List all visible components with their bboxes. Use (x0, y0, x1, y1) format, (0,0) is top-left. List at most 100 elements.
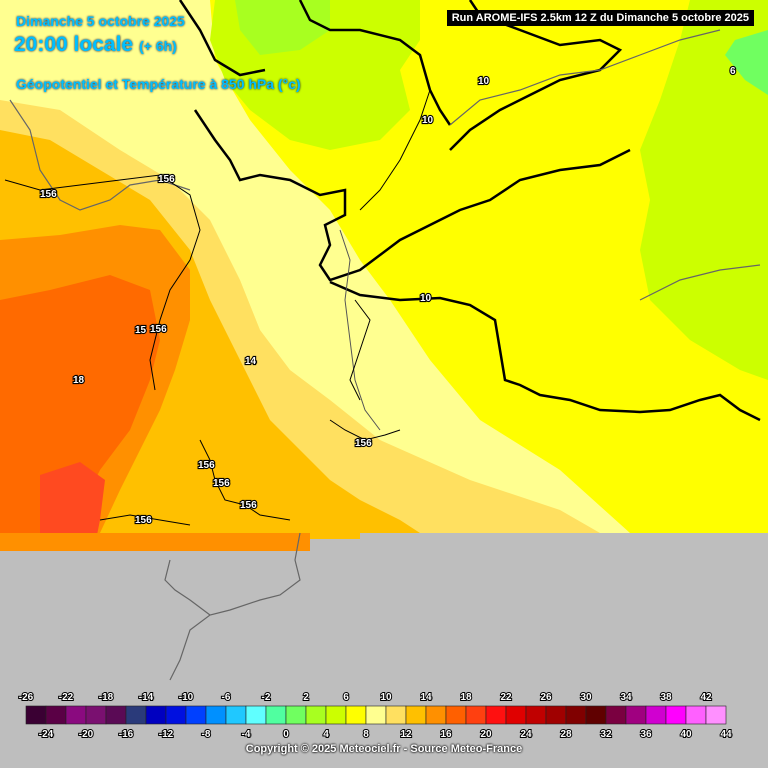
geopotential-contour-5 (349, 299, 371, 401)
country-border (193, 109, 631, 282)
legend-lower-label: -20 (79, 729, 94, 740)
geo-label: 156 (355, 438, 372, 449)
local-time: 20:00 locale (+ 6h) (14, 33, 177, 57)
legend-swatch (25, 705, 47, 725)
legend-upper-label: 2 (303, 692, 309, 703)
copyright: Copyright © 2025 Meteociel.fr - Source M… (245, 743, 523, 755)
color-legend: -26 -22 -18 -14 -10 -6 -2 2 6 10 14 18 22 26 30 34 38 42-… (18, 691, 733, 741)
temp-label: 10 (422, 115, 434, 126)
contour-labels: 156 156 156 15 156 156 156 156 156 10 10… (39, 65, 737, 527)
geo-label: 156 (150, 324, 167, 335)
legend-upper-label: 38 (660, 692, 672, 703)
legend-swatch (125, 705, 147, 725)
legend-lower-label: 28 (560, 729, 572, 740)
geopotential-contour-2 (199, 439, 291, 521)
legend-swatch (545, 705, 567, 725)
legend-swatch (505, 705, 527, 725)
region-border-5 (9, 99, 191, 211)
legend-upper-label: -10 (179, 692, 194, 703)
geopotential-contour-4 (99, 514, 191, 526)
legend-lower-label: 40 (680, 729, 692, 740)
geo-label: 156 (135, 515, 152, 526)
legend-swatch (65, 705, 87, 725)
legend-swatch (225, 705, 247, 725)
legend-swatch (705, 705, 727, 725)
legend-upper-label: 30 (580, 692, 592, 703)
geo-label: 156 (158, 174, 175, 185)
legend-lower-label: 20 (480, 729, 492, 740)
legend-swatch (345, 705, 367, 725)
temp-zone-18-20 (0, 275, 160, 533)
legend-upper-label: 22 (500, 692, 512, 703)
legend-swatch (265, 705, 287, 725)
legend-lower-label: -24 (39, 729, 54, 740)
domain-bottom-strip-2 (310, 533, 360, 539)
legend-swatch (325, 705, 347, 725)
legend-lower-label: 0 (283, 729, 289, 740)
legend-upper-label: 26 (540, 692, 552, 703)
temp-zone-6-8-east (640, 0, 768, 380)
geo-label: 156 (40, 189, 57, 200)
legend-lower-label: -12 (159, 729, 174, 740)
region-border (449, 29, 721, 126)
legend-lower-label: 4 (323, 729, 329, 740)
temp-label: 14 (245, 356, 257, 367)
legend-swatch (145, 705, 167, 725)
legend-swatch (165, 705, 187, 725)
country-border-2 (329, 280, 761, 422)
legend-lower-label: 44 (720, 729, 732, 740)
legend-swatch (385, 705, 407, 725)
temp-label: 10 (420, 293, 432, 304)
legend-swatch (405, 705, 427, 725)
legend-upper-label: 34 (620, 692, 632, 703)
temp-label: 6 (730, 66, 736, 77)
geo-label: 156 (213, 478, 230, 489)
legend-swatch (645, 705, 667, 725)
region-border-4 (164, 559, 211, 616)
legend-upper-label: -22 (59, 692, 74, 703)
legend-swatch (585, 705, 607, 725)
legend-upper-label: -2 (262, 692, 271, 703)
domain-bottom-strip (0, 533, 310, 551)
legend-swatch (285, 705, 307, 725)
legend-upper-label: -26 (19, 692, 34, 703)
legend-swatch (85, 705, 107, 725)
country-border-3 (449, 0, 623, 151)
legend-upper-label: 10 (380, 692, 392, 703)
geopotential-contour (4, 174, 201, 391)
geo-label: 15 (135, 325, 147, 336)
legend-swatch (105, 705, 127, 725)
legend-swatch (685, 705, 707, 725)
legend-swatch (625, 705, 647, 725)
legend-swatch (665, 705, 687, 725)
legend-lower-label: 32 (600, 729, 612, 740)
legend-upper-label: -6 (222, 692, 231, 703)
legend-swatch (185, 705, 207, 725)
temp-contour-10 (359, 89, 431, 211)
geo-label: 156 (198, 460, 215, 471)
legend-lower-label: -4 (242, 729, 251, 740)
legend-lower-label: 16 (440, 729, 452, 740)
legend-swatch (365, 705, 387, 725)
legend-swatch (245, 705, 267, 725)
region-border-2 (639, 264, 761, 301)
legend-swatch (45, 705, 67, 725)
time-offset: (+ 6h) (139, 38, 177, 54)
legend-lower-label: 8 (363, 729, 369, 740)
legend-lower-label: 12 (400, 729, 412, 740)
temp-label: 10 (478, 76, 490, 87)
legend-upper-label: 18 (460, 692, 472, 703)
legend-swatch (205, 705, 227, 725)
geo-label: 156 (240, 500, 257, 511)
legend-swatch (465, 705, 487, 725)
legend-swatch (305, 705, 327, 725)
legend-swatch (485, 705, 507, 725)
country-border-5 (178, 0, 266, 77)
geopotential-contour-3 (329, 419, 401, 441)
legend-upper-label: 42 (700, 692, 712, 703)
legend-swatch (425, 705, 447, 725)
temp-label: 18 (73, 375, 85, 386)
legend-lower-label: -16 (119, 729, 134, 740)
local-time-label: 20:00 locale (14, 33, 134, 56)
